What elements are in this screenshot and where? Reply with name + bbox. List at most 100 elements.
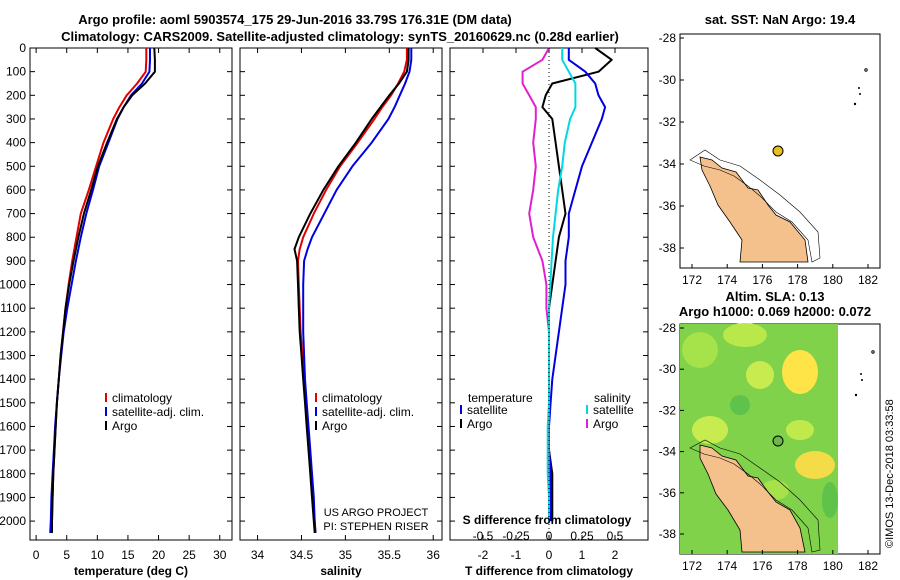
map-y-tick-label: -36 (659, 199, 677, 213)
legend-label: Argo (322, 419, 348, 433)
depth-tick-label: 0 (19, 41, 26, 55)
depth-tick-label: 400 (6, 136, 26, 150)
map-y-tick-label: -28 (659, 321, 677, 335)
map-x-tick-label: 172 (682, 273, 702, 287)
temperature-xlabel: temperature (deg C) (74, 564, 188, 578)
depth-tick-label: 100 (6, 65, 26, 79)
map1-argo-marker (772, 145, 784, 157)
s-difference-label: S difference from climatology (463, 513, 632, 527)
depth-tick-label: 200 (6, 88, 26, 102)
header-line2: Climatology: CARS2009. Satellite-adjuste… (61, 29, 619, 44)
x-tick-label: 36 (427, 548, 441, 562)
header-line1: Argo profile: aoml 5903574_175 29-Jun-20… (78, 12, 512, 27)
salinity-xlabel: salinity (320, 564, 362, 578)
depth-tick-label: 1000 (0, 278, 26, 292)
map-x-tick-label: 182 (858, 273, 878, 287)
x-tick-label: 0 (33, 548, 40, 562)
series-salinity-satellite (546, 48, 577, 522)
depth-tick-label: 700 (6, 207, 26, 221)
map-y-tick-label: -34 (659, 445, 677, 459)
pi-credit: PI: STEPHEN RISER (323, 521, 428, 533)
s-tick-label: 0.25 (570, 529, 594, 543)
depth-tick-label: 500 (6, 159, 26, 173)
x-tick-label: 25 (182, 548, 196, 562)
depth-tick-label: 600 (6, 183, 26, 197)
map-y-tick-label: -38 (659, 241, 677, 255)
x-tick-label: 10 (91, 548, 105, 562)
x-tick-label: 1 (579, 548, 586, 562)
x-tick-label: 35 (339, 548, 353, 562)
depth-tick-label: 1300 (0, 349, 26, 363)
legend-label: satellite (467, 403, 508, 417)
difference-xlabel: T difference from climatology (465, 564, 633, 578)
x-tick-label: -2 (478, 548, 489, 562)
depth-tick-label: 900 (6, 254, 26, 268)
s-tick-label: 0.5 (607, 529, 624, 543)
depth-tick-label: 1600 (0, 419, 26, 433)
legend-label: Argo (112, 419, 138, 433)
map-x-tick-label: 180 (823, 559, 843, 573)
map-y-tick-label: -36 (659, 486, 677, 500)
map-x-tick-label: 174 (717, 273, 737, 287)
map-x-tick-label: 180 (823, 273, 843, 287)
map-y-tick-label: -38 (659, 527, 677, 541)
x-tick-label: -1 (511, 548, 522, 562)
imos-credit: ©IMOS 13-Dec-2018 03:33:58 (884, 399, 896, 548)
depth-axis: 0 100 200 300 400 500 600 700 800 900 1000 1100 1200… (0, 41, 648, 528)
s-tick-label: -0.25 (502, 529, 530, 543)
x-tick-label: 34 (251, 548, 265, 562)
depth-tick-label: 1200 (0, 325, 26, 339)
map-x-tick-label: 174 (717, 559, 737, 573)
map2-axes: 172 174 176 178 180 182 -28 -30 -32 -34 -36 -38 (659, 321, 879, 573)
map2-land (689, 350, 875, 553)
legend-label: climatology (112, 391, 172, 405)
legend-label: satellite (593, 403, 634, 417)
salinity-panel-frame (239, 47, 443, 541)
map1-land (689, 68, 868, 263)
depth-tick-label: 1400 (0, 372, 26, 386)
map-y-tick-label: -30 (659, 73, 677, 87)
map-x-tick-label: 182 (858, 559, 878, 573)
legend-label: satellite-adj. clim. (112, 405, 204, 419)
series-argo (51, 47, 156, 533)
map-y-tick-label: -32 (659, 115, 677, 129)
map-y-tick-label: -32 (659, 403, 677, 417)
depth-tick-label: 300 (6, 112, 26, 126)
x-tick-label: 30 (213, 548, 227, 562)
s-tick-label: 0 (546, 529, 553, 543)
depth-tick-label: 1500 (0, 396, 26, 410)
depth-tick-label: 2000 (0, 514, 26, 528)
temperature-panel-frame (29, 47, 233, 541)
map-x-tick-label: 176 (752, 273, 772, 287)
map-x-tick-label: 178 (788, 559, 808, 573)
series-argo (293, 48, 410, 533)
depth-tick-label: 800 (6, 230, 26, 244)
map-x-tick-label: 178 (788, 273, 808, 287)
x-tick-label: 2 (612, 548, 619, 562)
legend-label: Argo (593, 417, 619, 431)
legend-temperature-title: temperature (468, 391, 533, 405)
map-y-tick-label: -30 (659, 362, 677, 376)
x-tick-label: 34.5 (290, 548, 314, 562)
x-tick-label: 5 (63, 548, 70, 562)
s-tick-label: -0.5 (473, 529, 494, 543)
map-x-tick-label: 172 (682, 559, 702, 573)
legend-label: satellite-adj. clim. (322, 405, 414, 419)
series-salinity-argo (521, 47, 550, 522)
x-tick-label: 20 (152, 548, 166, 562)
map1-axes: 172 174 176 178 180 182 -28 -30 -32 -34 -36 -38 (659, 31, 879, 287)
depth-tick-label: 1900 (0, 490, 26, 504)
legend-label: climatology (322, 391, 382, 405)
map1-title: sat. SST: NaN Argo: 19.4 (705, 12, 856, 27)
x-tick-label: 0 (546, 548, 553, 562)
project-credit: US ARGO PROJECT (324, 507, 429, 519)
map2-argo-marker (772, 435, 784, 447)
map2-title2: Argo h1000: 0.069 h2000: 0.072 (679, 304, 871, 319)
map-y-tick-label: -28 (659, 31, 677, 45)
map-x-tick-label: 176 (752, 559, 772, 573)
x-tick-label: 35.5 (378, 548, 402, 562)
map-y-tick-label: -34 (659, 157, 677, 171)
depth-tick-label: 1800 (0, 467, 26, 481)
